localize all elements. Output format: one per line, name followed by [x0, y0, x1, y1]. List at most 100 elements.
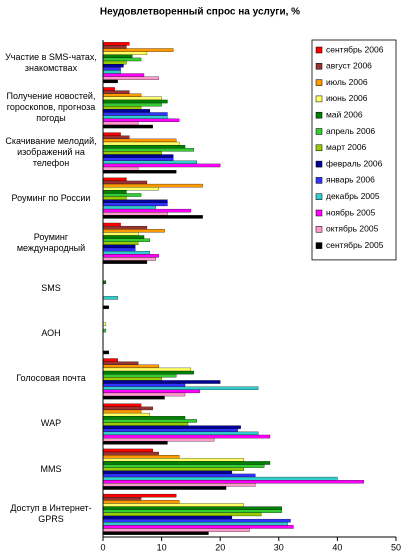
bar	[102, 522, 288, 526]
bar	[102, 493, 177, 498]
category-label-box: Скачивание мелодий, изображений на телеф…	[5, 136, 97, 169]
bar	[102, 419, 197, 423]
y-tick-label: Роуминг международный	[16, 232, 86, 254]
bar	[102, 257, 156, 261]
bar	[102, 247, 136, 252]
bar	[102, 473, 256, 478]
bar	[102, 403, 142, 407]
bar	[102, 434, 271, 439]
bar	[102, 93, 142, 97]
bar	[102, 464, 265, 468]
bar	[102, 60, 127, 65]
bar	[102, 451, 159, 456]
bar	[102, 90, 130, 94]
bar	[102, 305, 110, 309]
bar	[102, 76, 159, 80]
bar	[102, 229, 165, 233]
legend-swatch	[315, 95, 323, 103]
legend-swatch	[315, 46, 323, 54]
bar	[102, 497, 142, 501]
bar	[102, 187, 159, 191]
bar	[102, 177, 127, 182]
bar	[102, 79, 118, 84]
bar	[102, 67, 121, 71]
bar	[102, 531, 209, 535]
bar	[102, 437, 215, 442]
bar	[102, 212, 168, 216]
bar	[102, 441, 168, 445]
bar	[102, 254, 159, 258]
bar	[102, 428, 238, 433]
category-label-box: АОН	[41, 328, 60, 338]
bar	[102, 364, 159, 369]
bar	[102, 509, 282, 513]
legend-swatch	[315, 79, 323, 86]
bar	[102, 154, 174, 158]
legend-swatch	[315, 160, 323, 168]
legend-label: май 2006	[326, 109, 363, 119]
bar	[102, 406, 153, 411]
bar	[102, 135, 130, 140]
category-label-box: Доступ в Интернет-GPRS	[10, 503, 91, 524]
x-tick-label: 40	[332, 542, 342, 552]
legend-label: апрель 2006	[326, 126, 375, 136]
bar	[102, 512, 262, 517]
bar	[102, 235, 145, 239]
category-label-box: SMS	[41, 283, 61, 293]
bar	[102, 208, 192, 213]
category-label-box: Получение новостей, гороскопов, прогноза…	[6, 91, 96, 124]
bar	[102, 528, 250, 532]
x-tick-label: 50	[391, 542, 401, 552]
bar	[102, 422, 189, 426]
bar	[102, 461, 271, 465]
bar	[102, 48, 174, 52]
legend-swatch	[315, 144, 323, 152]
bar	[102, 196, 127, 200]
bar	[102, 138, 177, 143]
bar	[102, 416, 186, 420]
bar	[102, 241, 139, 246]
bar	[102, 121, 139, 126]
bar	[102, 470, 233, 475]
bar	[102, 190, 127, 194]
bar	[102, 361, 139, 365]
bar	[102, 202, 168, 207]
bar	[102, 199, 168, 203]
legend-label: февраль 2006	[326, 158, 383, 168]
bar	[102, 525, 294, 529]
legend-label: ноябрь 2005	[326, 207, 376, 217]
chart-title: Неудовлетворенный спрос на услуги, %	[100, 7, 300, 18]
legend-box	[311, 39, 397, 261]
bar	[102, 102, 162, 107]
y-tick-label: Участие в SMS-чатах, знакомствах	[5, 51, 97, 73]
y-tick-label: WAP	[40, 418, 62, 429]
bar	[102, 170, 177, 174]
bar	[102, 350, 110, 355]
bar	[102, 148, 194, 152]
bar	[102, 70, 121, 74]
bar	[102, 160, 197, 165]
legend-swatch	[315, 193, 323, 200]
y-tick-label: Получение новостей, гороскопов, прогноза…	[6, 91, 96, 124]
bar	[102, 244, 136, 249]
bar	[102, 64, 124, 68]
bar	[102, 112, 168, 116]
bar	[102, 409, 142, 414]
bar	[102, 87, 115, 91]
bar	[102, 141, 180, 146]
bar	[102, 467, 244, 471]
legend-swatch	[315, 63, 323, 70]
bar	[102, 232, 139, 236]
y-tick-label: Скачивание мелодий, изображений на телеф…	[5, 136, 97, 169]
bar	[102, 163, 221, 168]
bar	[102, 132, 121, 136]
legend-label: март 2006	[326, 142, 367, 152]
category-label-box: MMS	[41, 464, 62, 474]
bar	[102, 166, 139, 171]
bar	[102, 183, 203, 188]
x-tick-label: 10	[157, 542, 167, 552]
bar	[102, 448, 153, 453]
legend-label: октябрь 2005	[326, 224, 379, 234]
category-label-box: Роуминг по России	[12, 193, 91, 203]
